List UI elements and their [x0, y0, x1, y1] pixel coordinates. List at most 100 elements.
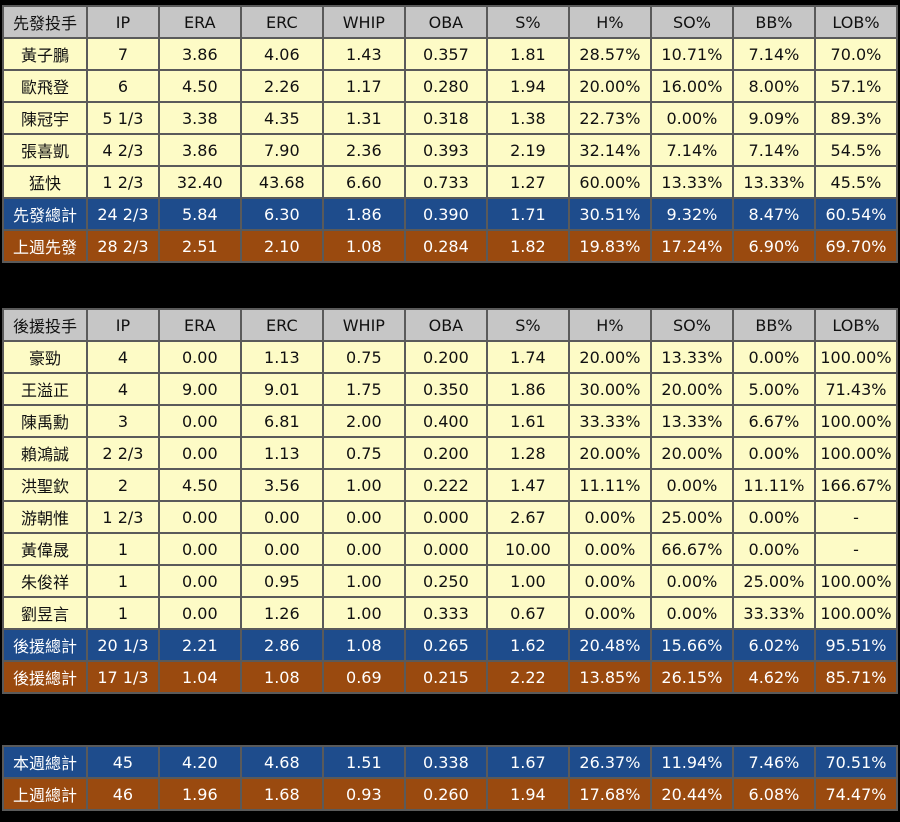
col-header-ip: IP: [88, 7, 158, 37]
table-row: 洪聖欽 2 4.50 3.56 1.00 0.222 1.47 11.11% 0.00% 11.1…: [4, 470, 896, 500]
cell-era: 1.96: [159, 779, 240, 809]
cell-s-pct: 1.28: [487, 438, 568, 468]
cell-erc: 4.06: [241, 39, 322, 69]
cell-whip: 1.00: [323, 598, 404, 628]
cell-so-pct: 11.94%: [651, 747, 732, 777]
cell-s-pct: 1.94: [487, 71, 568, 101]
cell-s-pct: 1.67: [487, 747, 568, 777]
cell-whip: 1.17: [323, 71, 404, 101]
col-header-so-pct: SO%: [651, 310, 732, 340]
cell-lob-pct: 70.51%: [815, 747, 896, 777]
pitcher-name: 洪聖欽: [4, 470, 87, 500]
col-header-bb-pct: BB%: [733, 7, 814, 37]
cell-oba: 0.357: [405, 39, 486, 69]
cell-lob-pct: 89.3%: [815, 103, 896, 133]
cell-lob-pct: 100.00%: [815, 342, 896, 372]
cell-era: 32.40: [159, 167, 240, 197]
cell-whip: 1.51: [323, 747, 404, 777]
table-row: 猛快 1 2/3 32.40 43.68 6.60 0.733 1.27 60.00% 13.3…: [4, 167, 896, 197]
pitcher-name: 朱俊祥: [4, 566, 87, 596]
col-header-whip: WHIP: [323, 310, 404, 340]
cell-whip: 0.00: [323, 502, 404, 532]
cell-ip: 1: [88, 534, 158, 564]
cell-h-pct: 0.00%: [569, 534, 650, 564]
cell-oba: 0.393: [405, 135, 486, 165]
table-row: 陳禹勳 3 0.00 6.81 2.00 0.400 1.61 33.33% 13.33% 6.6…: [4, 406, 896, 436]
cell-h-pct: 17.68%: [569, 779, 650, 809]
cell-oba: 0.333: [405, 598, 486, 628]
cell-erc: 7.90: [241, 135, 322, 165]
cell-era: 3.86: [159, 39, 240, 69]
cell-s-pct: 2.19: [487, 135, 568, 165]
cell-h-pct: 11.11%: [569, 470, 650, 500]
cell-bb-pct: 25.00%: [733, 566, 814, 596]
cell-ip: 7: [88, 39, 158, 69]
cell-so-pct: 13.33%: [651, 342, 732, 372]
cell-era: 0.00: [159, 342, 240, 372]
cell-s-pct: 1.38: [487, 103, 568, 133]
pitcher-name: 豪勁: [4, 342, 87, 372]
cell-h-pct: 32.14%: [569, 135, 650, 165]
cell-erc: 0.00: [241, 534, 322, 564]
cell-bb-pct: 0.00%: [733, 534, 814, 564]
cell-whip: 6.60: [323, 167, 404, 197]
cell-bb-pct: 7.14%: [733, 135, 814, 165]
col-header-erc: ERC: [241, 310, 322, 340]
cell-era: 9.00: [159, 374, 240, 404]
cell-lob-pct: 74.47%: [815, 779, 896, 809]
cell-h-pct: 13.85%: [569, 662, 650, 692]
cell-erc: 1.26: [241, 598, 322, 628]
cell-erc: 2.26: [241, 71, 322, 101]
cell-whip: 1.08: [323, 231, 404, 261]
cell-ip: 1: [88, 566, 158, 596]
col-header-era: ERA: [159, 7, 240, 37]
relievers-table: 後援投手 IP ERA ERC WHIP OBA S% H% SO% BB% L…: [2, 308, 898, 694]
cell-h-pct: 0.00%: [569, 566, 650, 596]
cell-so-pct: 0.00%: [651, 470, 732, 500]
cell-lob-pct: 85.71%: [815, 662, 896, 692]
cell-so-pct: 0.00%: [651, 103, 732, 133]
table-row: 歐飛登 6 4.50 2.26 1.17 0.280 1.94 20.00% 16.00% 8.0…: [4, 71, 896, 101]
cell-era: 4.50: [159, 470, 240, 500]
cell-bb-pct: 8.00%: [733, 71, 814, 101]
cell-oba: 0.265: [405, 630, 486, 660]
col-header-oba: OBA: [405, 310, 486, 340]
cell-ip: 3: [88, 406, 158, 436]
cell-h-pct: 60.00%: [569, 167, 650, 197]
table-row: 賴鴻誠 2 2/3 0.00 1.13 0.75 0.200 1.28 20.00% 20.00…: [4, 438, 896, 468]
cell-s-pct: 1.86: [487, 374, 568, 404]
col-header-s-pct: S%: [487, 310, 568, 340]
cell-era: 1.04: [159, 662, 240, 692]
table-row: 朱俊祥 1 0.00 0.95 1.00 0.250 1.00 0.00% 0.00% 25.00…: [4, 566, 896, 596]
pitcher-name: 上週總計: [4, 779, 87, 809]
cell-ip: 4: [88, 374, 158, 404]
cell-so-pct: 66.67%: [651, 534, 732, 564]
relievers-last-week-row: 後援總計 17 1/3 1.04 1.08 0.69 0.215 2.22 13.85% 26.…: [4, 662, 896, 692]
cell-so-pct: 0.00%: [651, 598, 732, 628]
cell-era: 4.20: [159, 747, 240, 777]
cell-h-pct: 19.83%: [569, 231, 650, 261]
cell-bb-pct: 0.00%: [733, 342, 814, 372]
cell-oba: 0.000: [405, 534, 486, 564]
cell-s-pct: 2.22: [487, 662, 568, 692]
cell-ip: 45: [88, 747, 158, 777]
pitcher-name: 游朝惟: [4, 502, 87, 532]
cell-h-pct: 20.00%: [569, 342, 650, 372]
cell-era: 4.50: [159, 71, 240, 101]
cell-era: 0.00: [159, 598, 240, 628]
cell-lob-pct: 71.43%: [815, 374, 896, 404]
cell-oba: 0.318: [405, 103, 486, 133]
col-header-erc: ERC: [241, 7, 322, 37]
cell-s-pct: 1.71: [487, 199, 568, 229]
cell-h-pct: 30.00%: [569, 374, 650, 404]
cell-era: 2.21: [159, 630, 240, 660]
cell-oba: 0.733: [405, 167, 486, 197]
cell-so-pct: 17.24%: [651, 231, 732, 261]
cell-erc: 0.00: [241, 502, 322, 532]
cell-so-pct: 16.00%: [651, 71, 732, 101]
cell-erc: 0.95: [241, 566, 322, 596]
cell-so-pct: 20.44%: [651, 779, 732, 809]
cell-bb-pct: 6.67%: [733, 406, 814, 436]
table-row: 黃偉晟 1 0.00 0.00 0.00 0.000 10.00 0.00% 66.67% 0.0…: [4, 534, 896, 564]
cell-erc: 6.30: [241, 199, 322, 229]
